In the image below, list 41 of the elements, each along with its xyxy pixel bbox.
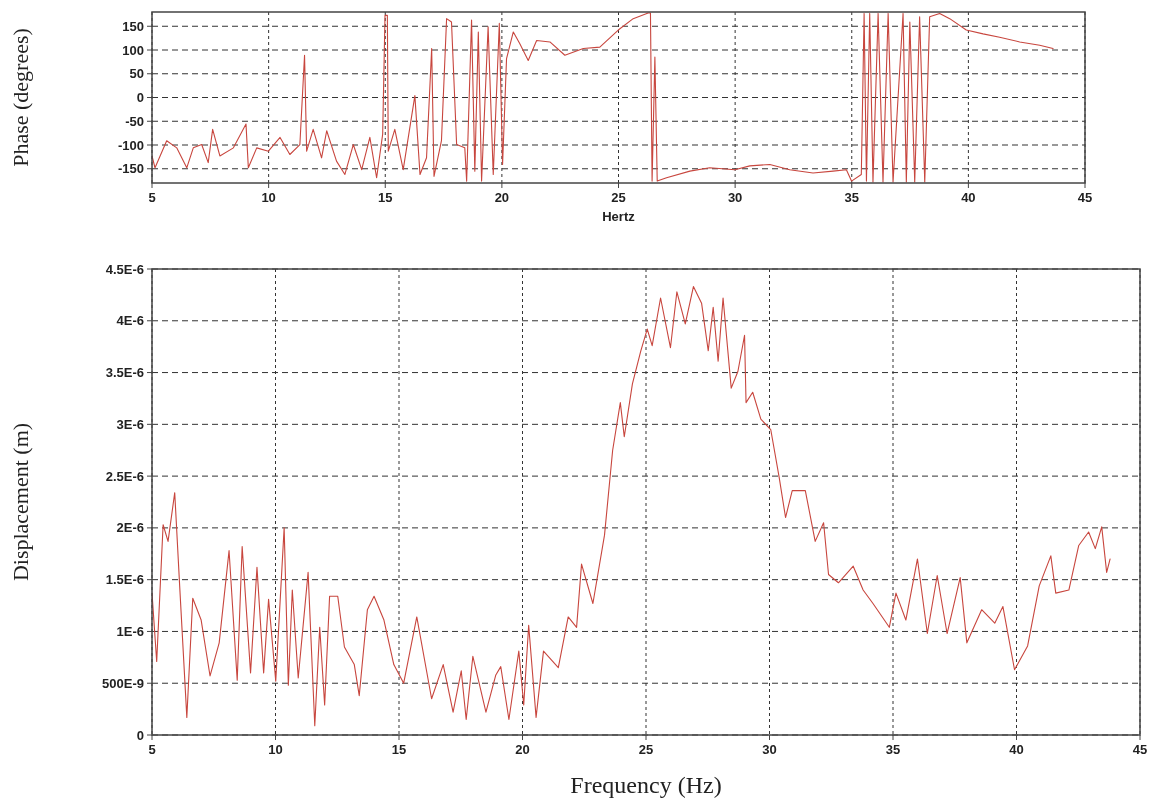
- line-series: [152, 12, 1054, 183]
- y-tick-label: 50: [129, 66, 144, 82]
- y-tick-label: 0: [136, 727, 144, 743]
- x-tick-label: 30: [762, 742, 777, 757]
- y-tick-label: -100: [117, 137, 144, 153]
- y-tick-label: 0: [136, 90, 144, 106]
- x-tick-label: 5: [148, 742, 156, 757]
- x-tick-label: 35: [885, 742, 901, 757]
- x-tick-label: 5: [148, 190, 156, 205]
- x-tick-label: 10: [261, 190, 276, 205]
- y-tick-label: 1.5E-6: [105, 572, 144, 588]
- y-axis-title: Phase (degrees): [8, 28, 33, 167]
- y-tick-label: 100: [122, 42, 144, 58]
- x-tick-label: 45: [1077, 190, 1093, 205]
- y-tick-label: 3.5E-6: [105, 365, 144, 381]
- x-tick-label: 25: [611, 190, 626, 205]
- x-tick-label: 25: [638, 742, 654, 757]
- x-axis-title: Hertz: [602, 209, 636, 224]
- y-tick-label: 1E-6: [116, 623, 144, 639]
- y-tick-label: 3E-6: [116, 416, 144, 432]
- y-tick-label: 500E-9: [102, 675, 144, 691]
- y-tick-label: 4.5E-6: [105, 261, 144, 277]
- x-tick-label: 45: [1132, 742, 1148, 757]
- y-tick-label: 150: [122, 18, 144, 34]
- line-series: [152, 286, 1111, 727]
- x-tick-label: 15: [378, 190, 393, 205]
- x-tick-label: 30: [727, 190, 743, 205]
- x-tick-label: 40: [961, 190, 976, 205]
- x-tick-label: 20: [515, 742, 530, 757]
- y-tick-label: 2E-6: [116, 520, 144, 536]
- y-axis-title: Displacement (m): [8, 422, 33, 582]
- x-tick-label: 40: [1009, 742, 1024, 757]
- y-tick-label: -50: [125, 113, 144, 129]
- x-tick-label: 20: [494, 190, 510, 205]
- y-tick-label: 2.5E-6: [105, 468, 144, 484]
- x-tick-label: 15: [391, 742, 407, 757]
- y-tick-label: 4E-6: [116, 313, 144, 329]
- x-axis-title: Frequency (Hz): [570, 772, 722, 798]
- x-tick-label: 35: [844, 190, 859, 205]
- y-tick-label: -150: [117, 161, 144, 177]
- x-tick-label: 10: [268, 742, 283, 757]
